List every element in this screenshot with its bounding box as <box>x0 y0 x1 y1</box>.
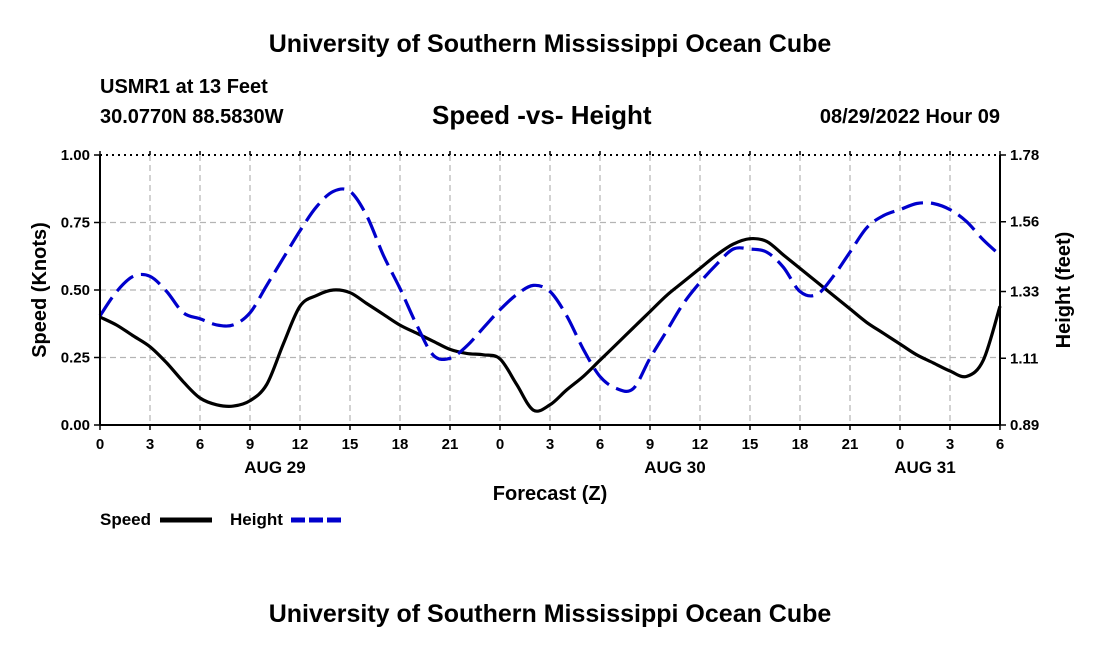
x-tick-label: 18 <box>792 436 809 453</box>
x-tick-label: 6 <box>196 436 204 453</box>
x-tick-label: 15 <box>342 436 359 453</box>
x-tick-label: 0 <box>496 436 504 453</box>
y-axis-left-label: Speed (Knots) <box>29 222 51 358</box>
y-right-tick-label: 1.78 <box>1010 147 1039 164</box>
series-line-speed <box>99 236 1002 413</box>
x-tick-label: 12 <box>692 436 709 453</box>
x-tick-label: 0 <box>96 436 104 453</box>
x-tick-label: 6 <box>996 436 1004 453</box>
footer-title: University of Southern Mississippi Ocean… <box>268 600 832 628</box>
day-label: AUG 29 <box>244 458 305 477</box>
x-tick-label: 6 <box>596 436 604 453</box>
y-left-tick-label: 1.00 <box>61 147 90 164</box>
day-label: AUG 31 <box>894 458 955 477</box>
x-tick-label: 3 <box>546 436 554 453</box>
x-axis-label: Forecast (Z) <box>493 483 607 505</box>
station-label: USMR1 at 13 Feet <box>100 76 268 98</box>
grid <box>100 155 1000 425</box>
y-axis-right-label: Height (feet) <box>1053 232 1075 349</box>
x-tick-label: 12 <box>292 436 309 453</box>
x-tick-label: 15 <box>742 436 759 453</box>
legend: Speed Height <box>100 510 342 529</box>
y-right-tick-label: 0.89 <box>1010 417 1039 434</box>
x-tick-label: 9 <box>246 436 254 453</box>
x-tick-label: 21 <box>842 436 859 453</box>
x-tick-label: 3 <box>146 436 154 453</box>
legend-speed-label: Speed <box>100 510 151 529</box>
y-right-tick-label: 1.56 <box>1010 214 1039 231</box>
y-left-tick-label: 0.50 <box>61 282 90 299</box>
date-hour-label: 08/29/2022 Hour 09 <box>819 106 1000 128</box>
series-line-height <box>98 187 1002 393</box>
x-tick-label: 21 <box>442 436 459 453</box>
axes: 0 3 6 9 12 15 18 21 0 3 6 9 12 15 18 21 0 3 6 AUG 29 AUG 30 A… <box>61 147 1039 477</box>
x-tick-label: 3 <box>946 436 954 453</box>
coordinates-label: 30.0770N 88.5830W <box>100 106 284 128</box>
y-left-tick-label: 0.00 <box>61 417 90 434</box>
chart-title: Speed -vs- Height <box>432 100 652 130</box>
y-right-tick-label: 1.11 <box>1010 350 1038 367</box>
legend-height-label: Height <box>230 510 283 529</box>
x-tick-label: 18 <box>392 436 409 453</box>
y-left-tick-label: 0.75 <box>61 215 90 232</box>
series-layer <box>98 187 1002 413</box>
y-right-tick-label: 1.33 <box>1010 284 1039 301</box>
y-left-tick-label: 0.25 <box>61 350 90 367</box>
page-title: University of Southern Mississippi Ocean… <box>268 30 832 58</box>
x-tick-label: 0 <box>896 436 904 453</box>
day-label: AUG 30 <box>644 458 705 477</box>
x-tick-label: 9 <box>646 436 654 453</box>
